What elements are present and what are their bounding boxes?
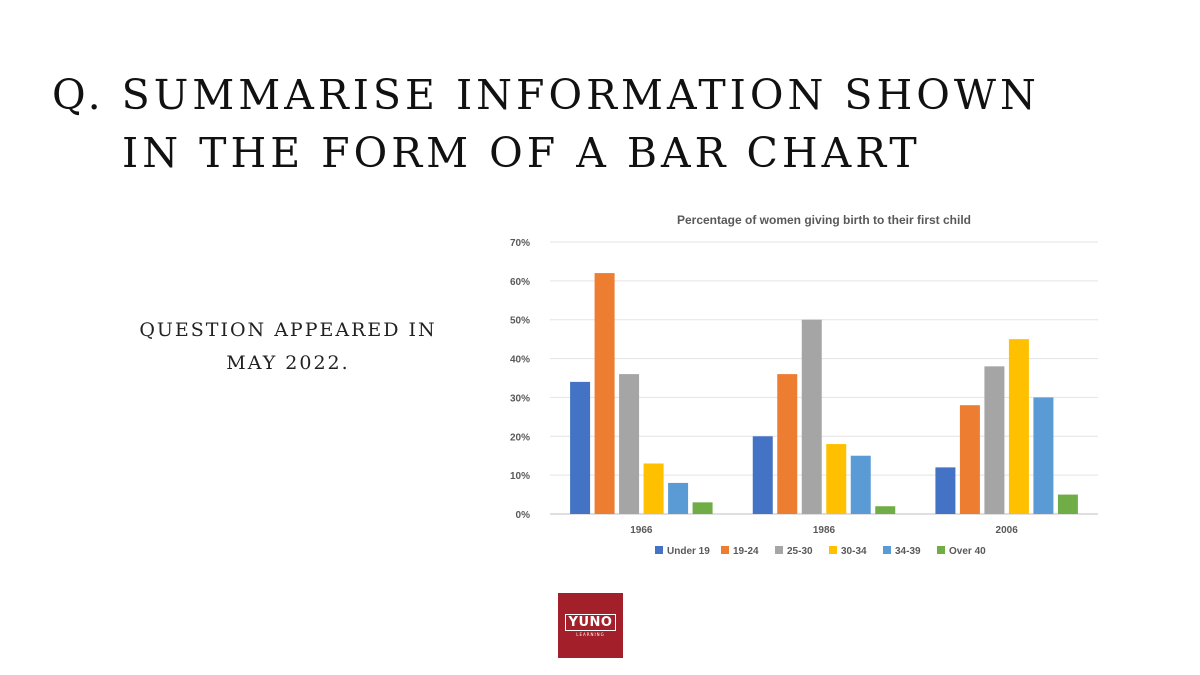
x-tick-label: 1966 xyxy=(630,525,653,536)
x-tick-label: 1986 xyxy=(813,525,836,536)
y-tick-label: 20% xyxy=(510,432,530,443)
bar xyxy=(752,436,773,514)
note-line-1: QUESTION APPEARED IN xyxy=(139,319,437,341)
bar-chart: Percentage of women giving birth to thei… xyxy=(510,213,1098,557)
page-heading: Q. SUMMARISE INFORMATION SHOWN IN THE FO… xyxy=(52,66,1152,182)
legend-swatch xyxy=(721,546,729,554)
bar xyxy=(594,273,615,514)
y-tick-label: 60% xyxy=(510,277,530,288)
legend-label: 34-39 xyxy=(895,546,921,557)
bar xyxy=(619,374,640,514)
legend-label: Over 40 xyxy=(949,546,986,557)
legend-label: 30-34 xyxy=(841,546,867,557)
logo-text: YUNO xyxy=(564,614,617,631)
heading-line-2: IN THE FORM OF A BAR CHART xyxy=(122,129,921,177)
legend-label: 25-30 xyxy=(787,546,813,557)
yuno-logo: YUNO LEARNING xyxy=(558,593,623,658)
question-note: QUESTION APPEARED IN MAY 2022. xyxy=(98,314,478,380)
legend-swatch xyxy=(829,546,837,554)
bar xyxy=(935,467,956,514)
bar xyxy=(643,463,664,514)
legend-swatch xyxy=(883,546,891,554)
bar xyxy=(850,455,871,514)
legend-label: 19-24 xyxy=(733,546,759,557)
bar xyxy=(826,444,847,514)
bar xyxy=(777,374,798,514)
bar xyxy=(984,366,1005,514)
bar xyxy=(1033,397,1054,514)
bar xyxy=(692,502,713,514)
legend-label: Under 19 xyxy=(667,546,710,557)
legend-swatch xyxy=(775,546,783,554)
y-tick-label: 40% xyxy=(510,355,530,366)
logo-subtext: LEARNING xyxy=(576,632,605,637)
note-line-2: MAY 2022. xyxy=(226,352,350,374)
bar xyxy=(875,506,896,514)
x-tick-label: 2006 xyxy=(996,525,1019,536)
bar xyxy=(1008,339,1029,514)
legend-swatch xyxy=(655,546,663,554)
y-tick-label: 30% xyxy=(510,393,530,404)
y-tick-label: 0% xyxy=(516,510,531,521)
y-tick-label: 70% xyxy=(510,238,530,249)
legend-swatch xyxy=(937,546,945,554)
bar xyxy=(668,482,689,514)
chart-title: Percentage of women giving birth to thei… xyxy=(677,213,971,227)
bar xyxy=(959,405,980,514)
y-tick-label: 10% xyxy=(510,471,530,482)
bar xyxy=(801,319,822,514)
bar xyxy=(570,381,591,514)
bar xyxy=(1057,494,1078,514)
y-tick-label: 50% xyxy=(510,316,530,327)
heading-line-1: Q. SUMMARISE INFORMATION SHOWN xyxy=(52,71,1040,119)
